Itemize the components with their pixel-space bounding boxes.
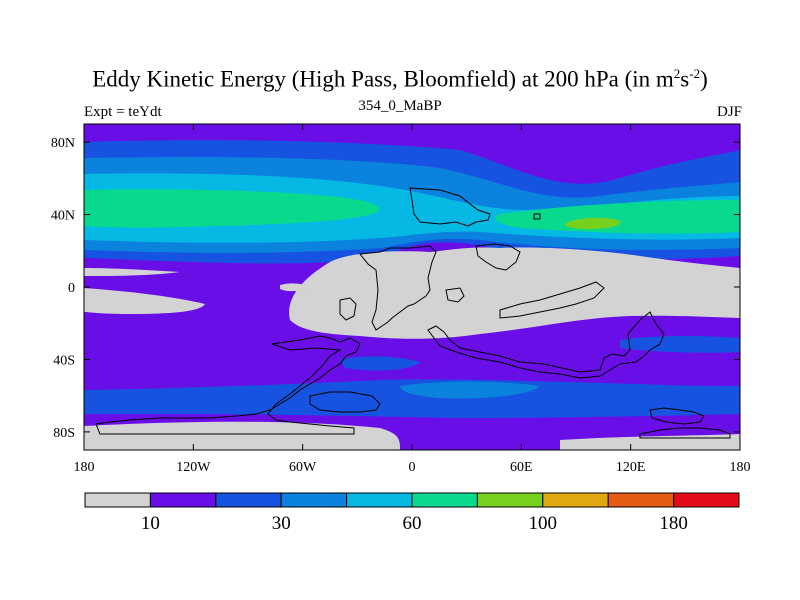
lon-tick-label: 0: [409, 460, 416, 475]
lon-tick-label: 180: [730, 460, 751, 475]
map-subtitle: 354_0_MaBP: [358, 98, 442, 114]
colorbar: [84, 492, 740, 508]
title-text: Eddy Kinetic Energy (High Pass, Bloomfie…: [92, 66, 674, 92]
title-superscript-2: -2: [689, 66, 701, 81]
tropics-grey-main: [289, 247, 740, 339]
colorbar-swatch: [149, 492, 217, 508]
colorbar-swatch: [215, 492, 282, 508]
outline-west-islands: [339, 297, 357, 321]
outline-central: [445, 287, 465, 303]
lat-tick-label: 80S: [53, 426, 75, 441]
outline-antarctic-peninsula: [309, 391, 381, 413]
outline-small-island: [533, 213, 541, 220]
latitude-axis: 80N 40N 0 40S 80S: [51, 136, 740, 441]
continent-outlines: [95, 187, 731, 439]
contour-field: [84, 124, 740, 450]
lat-tick-label: 0: [68, 281, 75, 296]
colorbar-swatch: [280, 492, 348, 508]
season-label: DJF: [716, 104, 742, 120]
lat-tick-label: 80N: [51, 136, 75, 151]
outline-asia-east: [475, 243, 521, 271]
lat-tick-label: 40S: [53, 353, 75, 368]
colorbar-label: 30: [272, 513, 291, 534]
tropics-grey-pacific-strip: [84, 268, 180, 276]
colorbar-label: 100: [529, 513, 558, 534]
outline-indian-coast: [499, 281, 605, 319]
experiment-label: Expt = teYdt: [84, 104, 162, 120]
north-band-level5: [84, 189, 380, 228]
lat-tick-label: 40N: [51, 209, 75, 224]
colorbar-label: 10: [141, 513, 160, 534]
lon-tick-label: 180: [74, 460, 95, 475]
title-close-paren: ): [700, 66, 708, 92]
outline-south-america: [95, 335, 361, 435]
colorbar-swatch: [607, 492, 675, 508]
tropics-grey-west: [84, 288, 205, 314]
south-band-level3: [400, 381, 540, 399]
outline-americas-south: [427, 311, 665, 379]
colorbar-swatch: [346, 492, 413, 508]
colorbar-labels: 10 30 60 100 180: [141, 513, 688, 534]
title-unit-s: s: [680, 66, 690, 92]
outline-south-east-islands: [649, 407, 705, 425]
south-band-level2-east: [620, 336, 740, 353]
lon-tick-label: 120W: [176, 460, 211, 475]
colorbar-swatch: [84, 492, 151, 508]
outline-europe-asia-north: [409, 187, 491, 227]
colorbar-label: 180: [659, 513, 688, 534]
north-band-level6-core: [564, 217, 621, 230]
colorbar-swatch: [673, 492, 740, 508]
lon-tick-label: 60E: [510, 460, 533, 475]
south-band-level2-patch: [340, 356, 420, 371]
title-superscript-1: 2: [673, 66, 681, 81]
south-band-level2: [84, 379, 740, 418]
antarctic-grey: [84, 421, 400, 450]
lon-tick-label: 60W: [289, 460, 317, 475]
tropics-grey-small: [280, 283, 308, 292]
longitude-axis: 180 120W 60W 0 60E 120E 180: [74, 124, 751, 475]
colorbar-swatch: [542, 492, 609, 508]
outline-americas-north: [359, 245, 437, 331]
colorbar-swatch: [476, 492, 544, 508]
map-title: Eddy Kinetic Energy (High Pass, Bloomfie…: [0, 66, 800, 93]
lon-tick-label: 120E: [616, 460, 646, 475]
north-band-level5-east: [495, 200, 740, 234]
colorbar-label: 60: [403, 513, 422, 534]
colorbar-swatch: [411, 492, 478, 508]
outline-antarctic-east: [639, 427, 731, 439]
